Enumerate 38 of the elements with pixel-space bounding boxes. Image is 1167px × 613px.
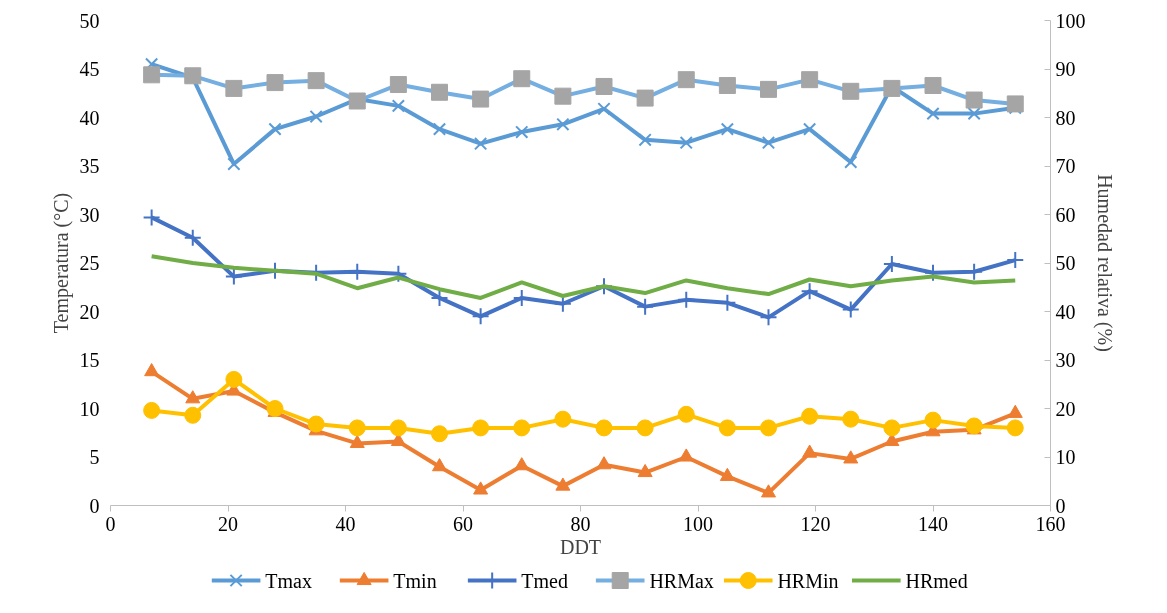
- y2-tick-label: 70: [1055, 155, 1076, 177]
- y-tick-label: 30: [79, 203, 100, 226]
- x-axis-title: DDT: [559, 535, 602, 558]
- y2-tick-label: 50: [1055, 252, 1076, 274]
- x-tick-label: 0: [105, 512, 116, 535]
- y2-tick-label: 60: [1055, 203, 1076, 226]
- x-tick-label: 20: [218, 512, 238, 535]
- legend-label: Tmed: [521, 569, 568, 592]
- y-tick-label: 35: [79, 155, 100, 177]
- y-tick-label: 20: [79, 300, 100, 323]
- y-tick-label: 5: [89, 446, 100, 468]
- y-tick-label: 45: [79, 58, 100, 80]
- y2-tick-label: 20: [1055, 397, 1076, 420]
- x-tick-label: 80: [570, 512, 591, 535]
- y-tick-label: 0: [89, 494, 100, 517]
- legend-label: Tmin: [393, 569, 437, 592]
- x-tick-label: 60: [453, 512, 473, 535]
- y2-tick-label: 40: [1055, 300, 1076, 323]
- legend-label: HRMin: [777, 569, 839, 592]
- y-tick-label: 50: [79, 9, 100, 32]
- y-tick-label: 25: [79, 252, 100, 274]
- legend-label: Tmax: [265, 569, 312, 592]
- y-tick-label: 10: [79, 397, 100, 420]
- y-tick-label: 40: [79, 106, 100, 129]
- y2-tick-label: 80: [1055, 106, 1076, 129]
- y-axis-title: Temperatura (°C): [49, 192, 73, 334]
- legend-label: HRMax: [649, 569, 714, 592]
- y2-axis-title: Humedad relativa (%): [1092, 174, 1116, 352]
- x-tick-label: 120: [800, 512, 831, 535]
- x-tick-label: 100: [683, 512, 713, 535]
- y2-tick-label: 30: [1055, 349, 1076, 371]
- y2-tick-label: 10: [1055, 446, 1076, 468]
- y2-tick-label: 90: [1055, 58, 1076, 80]
- y-tick-label: 15: [79, 349, 100, 371]
- legend-label: HRmed: [905, 569, 968, 592]
- y2-tick-label: 100: [1055, 9, 1086, 32]
- x-tick-label: 140: [918, 512, 948, 535]
- x-tick-label: 40: [335, 512, 356, 535]
